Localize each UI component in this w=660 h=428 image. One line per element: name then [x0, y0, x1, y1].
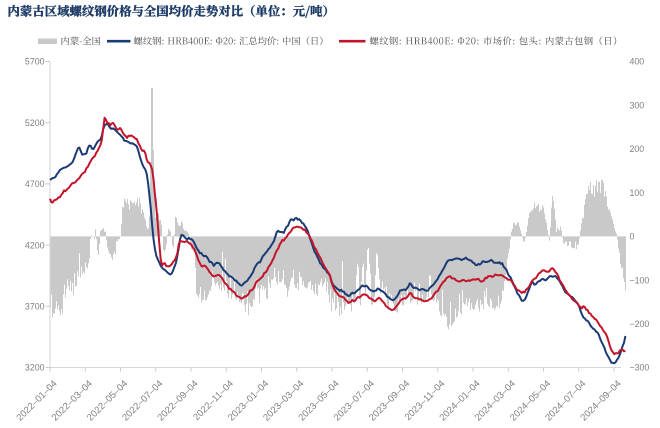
svg-text:−300: −300 — [630, 363, 650, 373]
svg-text:4200: 4200 — [25, 240, 45, 250]
svg-text:−200: −200 — [630, 319, 650, 329]
svg-text:0: 0 — [630, 232, 635, 242]
svg-text:3200: 3200 — [25, 363, 45, 373]
svg-text:4700: 4700 — [25, 179, 45, 189]
svg-text:5700: 5700 — [25, 57, 45, 67]
svg-text:5200: 5200 — [25, 118, 45, 128]
svg-text:300: 300 — [630, 100, 645, 110]
svg-text:−100: −100 — [630, 275, 650, 285]
svg-text:200: 200 — [630, 144, 645, 154]
svg-text:100: 100 — [630, 188, 645, 198]
svg-text:400: 400 — [630, 57, 645, 67]
svg-text:3700: 3700 — [25, 302, 45, 312]
